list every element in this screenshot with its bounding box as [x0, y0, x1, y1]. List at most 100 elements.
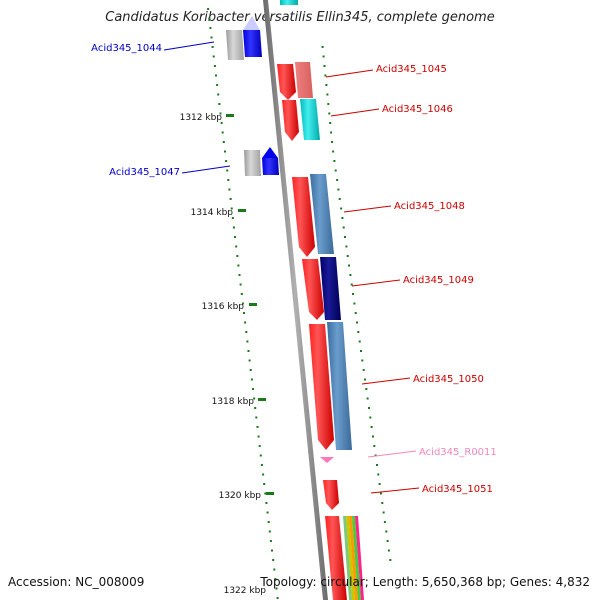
- tick-dot: [273, 568, 276, 571]
- gene-acid345-1047[interactable]: [244, 147, 279, 176]
- label-acid345-1050[interactable]: Acid345_1050: [361, 374, 484, 385]
- tick-dot: [228, 188, 231, 191]
- tick-dot: [265, 502, 268, 504]
- gene-body: [320, 257, 341, 320]
- tick-dot: [325, 84, 328, 86]
- tick-dot: [232, 226, 235, 229]
- label-acid345-1044[interactable]: Acid345_1044: [91, 41, 215, 54]
- gene-acid345-1045[interactable]: [277, 62, 313, 100]
- gene-arrowhead: [262, 147, 278, 158]
- gene-label: Acid345_1045: [376, 64, 447, 75]
- tick-dot: [260, 464, 263, 466]
- tick-dot: [212, 55, 215, 58]
- label-acid345-1045[interactable]: Acid345_1045: [325, 64, 447, 78]
- tick-dot: [362, 369, 365, 371]
- tick-dot: [238, 274, 241, 276]
- gene-acid345-1050[interactable]: [309, 322, 352, 450]
- tick-dot: [249, 369, 252, 371]
- tick-dot: [332, 150, 335, 153]
- tick-dot: [208, 17, 211, 20]
- gene-body: [310, 174, 334, 254]
- callout-line: [351, 279, 401, 287]
- tick-dot: [240, 293, 243, 295]
- tick-dot: [326, 93, 329, 96]
- tick-1322: 1322 kbp: [224, 586, 267, 596]
- tick-dot: [217, 93, 220, 96]
- tick-dot: [333, 160, 336, 162]
- label-acid345-1049[interactable]: Acid345_1049: [351, 275, 474, 287]
- tick-dot: [256, 426, 259, 428]
- tick-dot: [360, 350, 362, 352]
- tick-dot: [267, 521, 270, 523]
- gene-body: [295, 62, 313, 98]
- tick-label: 1316 kbp: [202, 302, 245, 312]
- tick-dot: [336, 179, 339, 181]
- tick-dot: [353, 302, 356, 305]
- tick-dot: [379, 492, 382, 495]
- gene-stripe: [343, 516, 352, 600]
- gene-arrowhead: [243, 16, 260, 30]
- label-acid345-1047[interactable]: Acid345_1047: [109, 165, 231, 178]
- tick-dot: [369, 416, 372, 419]
- gene-body: [300, 99, 320, 140]
- label-acid345-1046[interactable]: Acid345_1046: [330, 104, 453, 117]
- tick-dot: [259, 454, 262, 457]
- tick-dot: [239, 283, 242, 286]
- callout-line: [343, 205, 392, 213]
- label-acid345-1048[interactable]: Acid345_1048: [343, 201, 465, 213]
- gene-acid345-1049[interactable]: [302, 257, 341, 320]
- tick-mark: [249, 303, 257, 306]
- tick-dot: [248, 359, 251, 362]
- gene-feature-top[interactable]: [280, 0, 298, 5]
- tick-dot: [224, 150, 226, 153]
- tick-dot: [229, 198, 232, 200]
- gene-stripe: [355, 516, 364, 600]
- gene-acid345-r0011[interactable]: [320, 457, 334, 463]
- tick-dot: [331, 141, 334, 143]
- gene-stripe: [346, 516, 355, 600]
- tick-dot: [340, 207, 343, 210]
- tick-mark: [238, 209, 246, 212]
- tick-dot: [354, 312, 357, 314]
- tick-label: 1320 kbp: [219, 491, 262, 501]
- gene-acid345-1048[interactable]: [292, 174, 334, 257]
- tick-dot: [244, 321, 247, 324]
- gene-body: [292, 177, 315, 257]
- gene-body: [277, 64, 296, 100]
- tick-dot: [266, 511, 269, 514]
- tick-dot: [385, 530, 388, 533]
- gene-acid345-1044[interactable]: [226, 16, 262, 60]
- tick-dot: [386, 540, 389, 542]
- tick-dot: [344, 236, 346, 238]
- tick-dot: [324, 74, 327, 77]
- gene-label: Acid345_1047: [109, 167, 180, 178]
- gene-body: [262, 158, 279, 175]
- gene-acid345-1051[interactable]: [323, 480, 339, 510]
- tick-dot: [329, 122, 332, 124]
- tick-dot: [235, 245, 238, 248]
- gene-feature-bottom[interactable]: [325, 516, 364, 600]
- tick-dot: [348, 264, 350, 267]
- tick-dot: [364, 378, 366, 381]
- gene-label: Acid345_1051: [422, 484, 493, 495]
- tick-trail-left: [207, 8, 279, 599]
- callout-line: [330, 108, 380, 117]
- gene-acid345-1046[interactable]: [282, 99, 320, 141]
- tick-trail-right: [321, 46, 392, 561]
- tick-dot: [241, 302, 244, 305]
- tick-dot: [247, 350, 250, 352]
- label-acid345-r0011[interactable]: Acid345_R0011: [367, 447, 497, 458]
- tick-dot: [341, 217, 344, 219]
- page-title: Candidatus Koribacter versatilis Ellin34…: [105, 10, 495, 25]
- tick-dot: [337, 188, 340, 191]
- callout-line: [361, 377, 411, 385]
- gene-stripe: [352, 516, 361, 600]
- tick-label: 1318 kbp: [212, 397, 255, 407]
- label-acid345-1051[interactable]: Acid345_1051: [370, 484, 493, 495]
- tick-dot: [357, 331, 360, 333]
- tick-dot: [213, 65, 216, 67]
- gene-body: [226, 30, 244, 60]
- tick-dot: [323, 65, 326, 67]
- tick-dot: [221, 131, 224, 134]
- tick-dot: [211, 46, 214, 48]
